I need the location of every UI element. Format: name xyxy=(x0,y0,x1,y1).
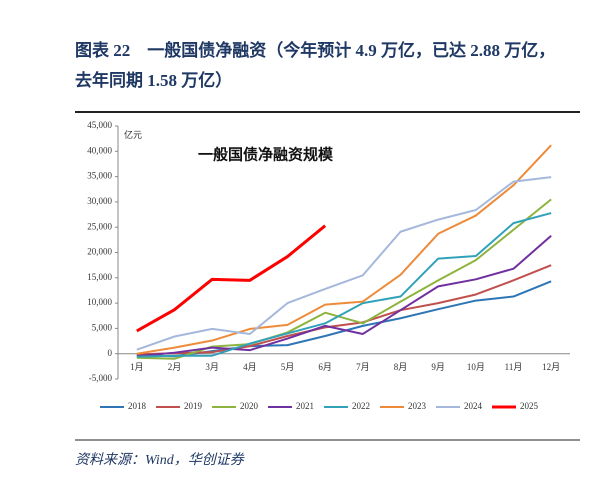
legend-label: 2023 xyxy=(408,401,427,411)
series-line xyxy=(136,235,552,358)
series-line xyxy=(136,144,552,355)
y-tick-label: 30,000 xyxy=(87,196,112,206)
y-unit: 亿元 xyxy=(124,129,142,140)
x-tick-label: 8月 xyxy=(394,362,408,372)
y-tick-label: 0 xyxy=(108,348,113,358)
x-tick-label: 10月 xyxy=(467,362,485,372)
legend-label: 2019 xyxy=(184,401,203,411)
y-tick-label: 20,000 xyxy=(87,247,112,257)
chart-title: 一般国债净融资规模 xyxy=(198,145,334,163)
y-tick-label: 5,000 xyxy=(92,322,113,332)
legend-label: 2018 xyxy=(128,401,147,411)
x-tick-label: 12月 xyxy=(542,362,560,372)
x-tick-label: 7月 xyxy=(356,362,370,372)
series-line xyxy=(136,176,552,351)
legend-label: 2025 xyxy=(520,401,539,411)
x-tick-label: 4月 xyxy=(243,362,257,372)
legend-label: 2024 xyxy=(464,401,483,411)
legend-label: 2020 xyxy=(240,401,259,411)
legend-label: 2021 xyxy=(296,401,314,411)
x-tick-label: 5月 xyxy=(281,362,295,372)
y-tick-label: 10,000 xyxy=(87,297,112,307)
series-line xyxy=(136,212,552,358)
x-tick-label: 3月 xyxy=(205,362,219,372)
y-tick-label: 40,000 xyxy=(87,145,112,155)
source: 资料来源：Wind，华创证券 xyxy=(75,453,244,468)
y-tick-label: 25,000 xyxy=(87,221,112,231)
series-line xyxy=(136,264,552,356)
y-tick-label: 15,000 xyxy=(87,272,112,282)
x-tick-label: 11月 xyxy=(505,362,523,372)
y-tick-label: 45,000 xyxy=(87,120,112,130)
series-line xyxy=(136,224,327,333)
legend-label: 2022 xyxy=(352,401,370,411)
x-tick-label: 2月 xyxy=(168,362,182,372)
y-tick-label: -5,000 xyxy=(89,373,113,383)
series-line xyxy=(136,198,552,360)
heading: 图表 22 一般国债净融资（今年预计 4.9 万亿，已达 2.88 万亿，去年同… xyxy=(75,41,556,90)
y-tick-label: 35,000 xyxy=(87,171,112,181)
x-tick-label: 6月 xyxy=(318,362,332,372)
x-tick-label: 1月 xyxy=(130,362,144,372)
x-tick-label: 9月 xyxy=(431,362,445,372)
